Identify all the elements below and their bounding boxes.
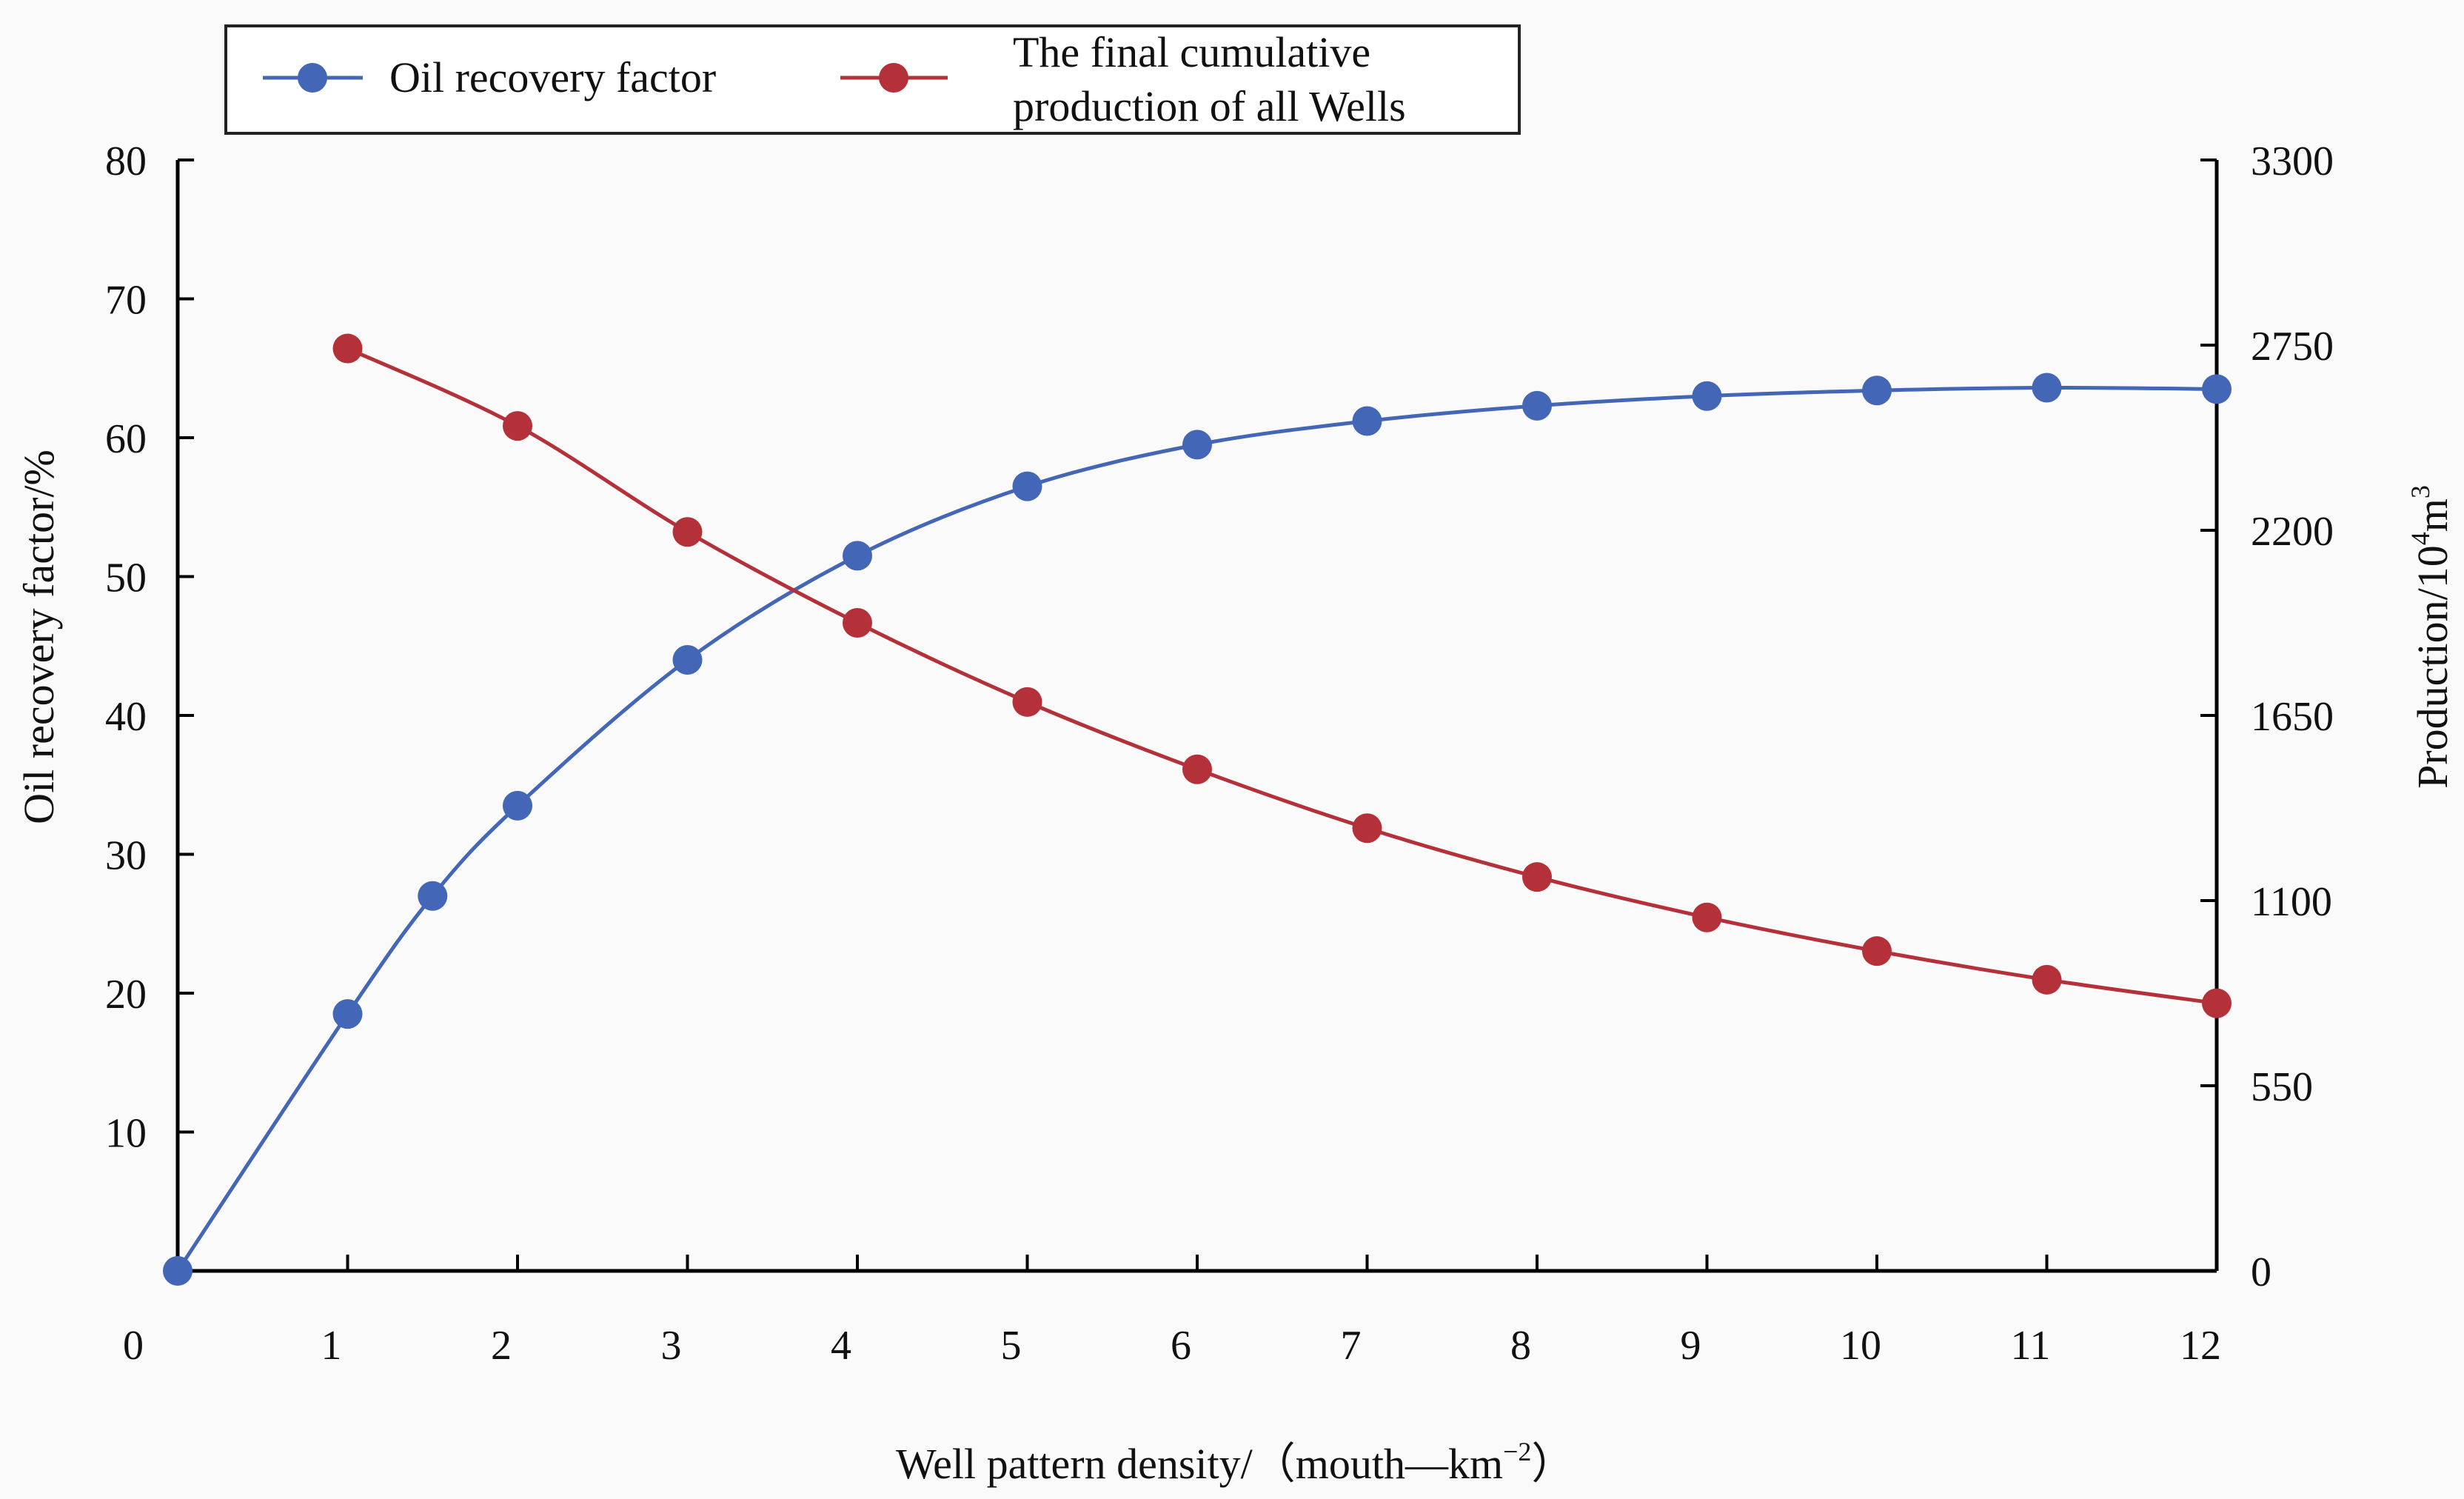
y-right-tick-label: 1650 xyxy=(2251,694,2334,740)
y-left-tick-label: 70 xyxy=(105,278,147,324)
x-tick-label: 8 xyxy=(1510,1323,1531,1369)
y-left-tick-label: 50 xyxy=(105,555,147,601)
x-tick-label: 12 xyxy=(2180,1323,2221,1369)
data-point-production xyxy=(1522,862,1552,892)
data-point-recovery xyxy=(1182,430,1212,460)
data-point-production xyxy=(1352,813,1382,844)
y-right-tick-label: 2200 xyxy=(2251,509,2334,555)
data-point-production xyxy=(1182,754,1212,784)
data-point-production xyxy=(2202,988,2232,1018)
data-point-recovery xyxy=(332,999,363,1029)
x-tick-label: 4 xyxy=(831,1323,851,1369)
y-left-tick-label: 30 xyxy=(105,833,147,879)
legend-label-production-line2: production of all Wells xyxy=(1013,82,1406,130)
y-right-axis-title-text: Production/10 xyxy=(2408,545,2457,789)
legend-red-marker xyxy=(879,63,908,93)
data-point-production xyxy=(1692,902,1722,932)
y-left-tick-label: 40 xyxy=(105,694,147,740)
series-line-recovery xyxy=(175,385,2217,1272)
y-right-tick-label: 2750 xyxy=(2251,324,2334,370)
x-tick-label: 11 xyxy=(2011,1323,2051,1369)
x-tick-label: 5 xyxy=(1001,1323,1022,1369)
x-tick-label: 0 xyxy=(123,1323,144,1369)
data-point-recovery xyxy=(1862,375,1892,406)
axes xyxy=(175,160,2219,1273)
x-axis-title: Well pattern density/（mouth—km−2） xyxy=(896,1437,1574,1488)
y-right-tick-label: 3300 xyxy=(2251,138,2334,184)
data-point-recovery xyxy=(1012,471,1042,501)
x-ticks: 0 1 2 3 4 5 6 7 8 9 10 11 12 xyxy=(123,1255,2221,1369)
legend-blue-marker xyxy=(298,63,327,93)
data-point-recovery xyxy=(1522,390,1552,421)
y-right-tick-label: 1100 xyxy=(2251,879,2332,925)
x-tick-label: 6 xyxy=(1171,1323,1191,1369)
data-point-production xyxy=(672,517,703,547)
legend: Oil recovery factor The final cumulative… xyxy=(224,24,1521,135)
data-point-recovery xyxy=(418,881,448,911)
y-right-ticks: 0 550 1100 1650 2200 2750 3300 xyxy=(2200,138,2334,1295)
y-right-axis-title-unit: m xyxy=(2408,498,2457,532)
x-tick-label: 7 xyxy=(1341,1323,1362,1369)
y-left-ticks: 10 20 30 40 50 60 70 80 xyxy=(105,138,194,1157)
y-left-tick-label: 10 xyxy=(105,1111,147,1157)
data-point-recovery xyxy=(503,790,532,821)
x-tick-label: 2 xyxy=(491,1323,512,1369)
legend-label-recovery: Oil recovery factor xyxy=(389,53,716,101)
data-point-production xyxy=(1012,687,1042,717)
x-axis-title-close: ） xyxy=(1531,1440,1574,1488)
data-point-production xyxy=(503,411,532,441)
data-point-production xyxy=(843,608,872,638)
x-tick-label: 10 xyxy=(1840,1323,1881,1369)
y-left-tick-label: 60 xyxy=(105,416,147,462)
x-axis-title-text: Well pattern density/（mouth—km xyxy=(896,1440,1503,1488)
series-layer xyxy=(163,333,2232,1286)
data-point-recovery xyxy=(843,541,872,571)
x-tick-label: 1 xyxy=(321,1323,342,1369)
data-point-recovery xyxy=(2032,373,2062,403)
data-point-recovery xyxy=(1692,381,1722,411)
data-point-production xyxy=(1862,936,1892,966)
x-tick-label: 3 xyxy=(661,1323,682,1369)
y-right-axis-title-sup2: 3 xyxy=(2406,485,2435,498)
y-left-tick-label: 80 xyxy=(105,138,147,184)
data-point-production xyxy=(2032,964,2062,995)
x-axis-title-sup: −2 xyxy=(1503,1437,1531,1466)
data-point-recovery xyxy=(163,1256,192,1286)
legend-label-production-line1: The final cumulative xyxy=(1013,28,1370,76)
data-point-recovery xyxy=(1352,406,1382,436)
y-right-axis-title: Production/104m3 xyxy=(2406,485,2457,789)
data-point-recovery xyxy=(672,645,703,675)
data-point-recovery xyxy=(2202,374,2232,404)
y-right-tick-label: 550 xyxy=(2251,1064,2313,1110)
y-left-axis-title: Oil recovery factor/% xyxy=(15,450,63,824)
y-right-axis-title-sup1: 4 xyxy=(2406,532,2435,545)
series-line-production xyxy=(346,347,2217,1006)
data-point-production xyxy=(332,333,363,364)
x-tick-label: 9 xyxy=(1681,1323,1701,1369)
y-left-tick-label: 20 xyxy=(105,972,147,1018)
y-right-tick-label: 0 xyxy=(2251,1249,2272,1295)
